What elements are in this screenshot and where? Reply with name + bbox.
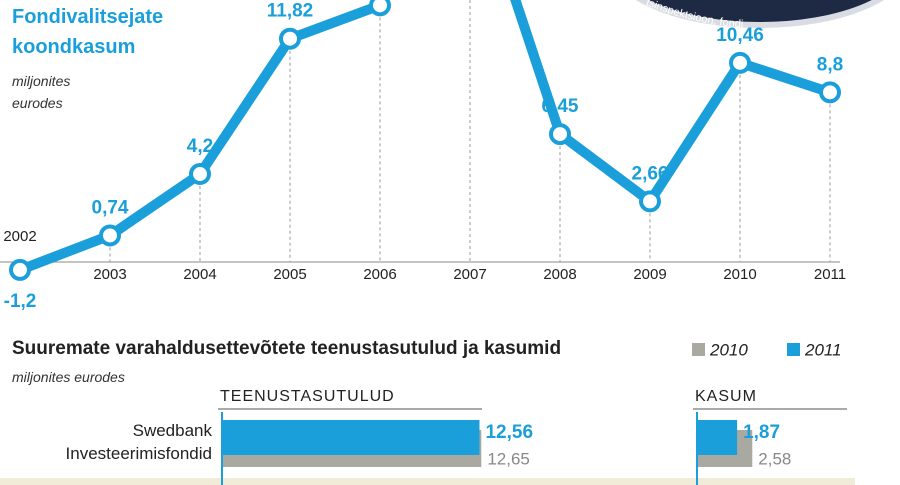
x-tick-label: 2003 <box>93 266 126 283</box>
panel-title: KASUM <box>695 388 757 405</box>
legend-swatch <box>787 343 800 356</box>
x-tick-label: 2011 <box>814 266 846 283</box>
data-label: 11,82 <box>267 1 314 22</box>
point <box>189 163 211 186</box>
point <box>99 224 121 247</box>
bar <box>697 420 738 455</box>
x-tick-label: 2002 <box>3 228 36 245</box>
data-label: 2,66 <box>632 163 669 184</box>
x-tick-label: 2007 <box>453 266 486 283</box>
point <box>9 258 31 281</box>
data-label: 4,2 <box>187 136 213 157</box>
line <box>18 0 832 275</box>
point <box>639 190 661 213</box>
point <box>729 51 751 74</box>
legend-swatch <box>692 343 705 356</box>
data-label: 12,56 <box>485 422 533 443</box>
data-label: 0,74 <box>92 197 129 218</box>
data-label: 1,87 <box>743 422 780 443</box>
badge <box>635 0 885 28</box>
data-label: 6,45 <box>542 96 579 117</box>
chart-title: Fondivalitsejate koondkasum <box>12 6 164 58</box>
point <box>549 123 571 146</box>
category-label: Swedbank Investeerimisfondid <box>65 421 212 463</box>
x-tick-label: 2005 <box>273 266 306 283</box>
point <box>819 81 841 104</box>
data-label: 8,8 <box>817 54 843 75</box>
x-tick-label: 2004 <box>183 266 216 283</box>
row-band <box>0 478 855 485</box>
x-tick-label: 2008 <box>543 266 576 283</box>
point <box>279 27 301 50</box>
chart-title: Suuremate varahaldusettevõtete teenustas… <box>12 338 562 359</box>
data-label: 12,65 <box>487 449 530 468</box>
x-tick-label: 2009 <box>633 266 666 283</box>
x-tick-label: 2010 <box>723 266 756 283</box>
bar <box>222 420 480 455</box>
point <box>369 0 391 17</box>
legend-label: 2011 <box>804 340 842 359</box>
data-label: -1,2 <box>4 291 37 312</box>
x-tick-label: 2006 <box>363 266 396 283</box>
data-label: 10,46 <box>716 25 764 46</box>
data-label: 2,58 <box>758 449 791 468</box>
chart-subtitle: miljonites eurodes <box>12 369 125 385</box>
panel-title: TEENUSTASUTULUD <box>220 388 395 405</box>
legend-label: 2010 <box>709 340 748 359</box>
chart-subtitle: miljonites eurodes <box>12 73 71 111</box>
